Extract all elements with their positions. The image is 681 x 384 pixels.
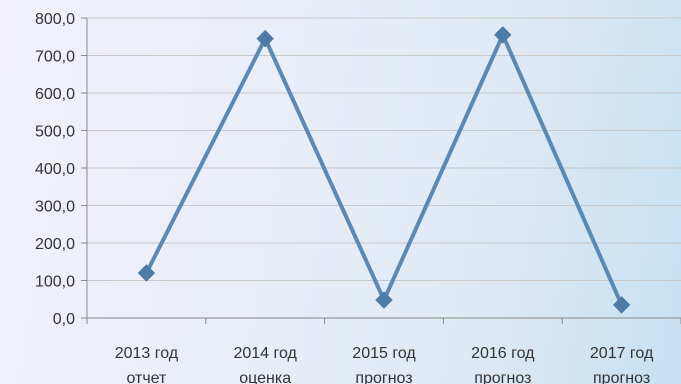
data-point-marker xyxy=(375,291,393,309)
grid-lines xyxy=(81,17,681,319)
data-point-marker xyxy=(494,26,512,44)
x-tick-label-line: прогноз xyxy=(355,370,412,384)
y-tick-label: 400,0 xyxy=(35,161,75,178)
y-tick-label: 200,0 xyxy=(35,236,75,253)
y-tick-label: 0,0 xyxy=(53,311,75,328)
series xyxy=(137,26,631,314)
x-tick-label: 2015 год прогноз xyxy=(352,345,416,384)
axes xyxy=(86,18,681,324)
x-tick-label-line: 2017 год xyxy=(590,345,654,362)
y-tick-label: 700,0 xyxy=(35,49,75,66)
data-point-marker xyxy=(256,29,274,48)
x-tick-label-line: 2013 год xyxy=(115,345,179,362)
x-tick-label: 2014 год оценка xyxy=(233,345,297,384)
x-tick-label-line: 2015 год xyxy=(352,345,416,362)
x-tick-label-line: 2016 год xyxy=(471,345,535,362)
x-tick-label: 2017 год прогноз xyxy=(590,345,654,384)
y-axis-tick-labels: 0,0 100,0 200,0 300,0 400,0 500,0 600,0 700,0 80… xyxy=(35,11,75,328)
x-axis-tick-labels: 2013 год отчет 2014 год оценка 2015 год прогн… xyxy=(115,345,654,384)
y-tick-label: 300,0 xyxy=(35,199,75,216)
y-tick-label: 600,0 xyxy=(35,86,75,103)
y-tick-label: 500,0 xyxy=(35,124,75,141)
x-tick-label: 2016 год прогноз xyxy=(471,345,535,384)
series-line xyxy=(144,29,624,306)
x-tick-label-line: 2014 год xyxy=(233,345,297,362)
x-tick-label: 2013 год отчет xyxy=(115,345,179,384)
data-point-marker xyxy=(612,296,631,314)
x-tick-label-line: оценка xyxy=(239,370,291,384)
y-tick-label: 100,0 xyxy=(35,274,75,291)
x-tick-label-line: отчет xyxy=(126,370,167,384)
data-point-marker xyxy=(137,264,156,282)
x-tick-label-line: прогноз xyxy=(474,370,531,384)
x-tick-label-line: прогноз xyxy=(593,370,650,384)
y-tick-label: 800,0 xyxy=(35,11,75,28)
